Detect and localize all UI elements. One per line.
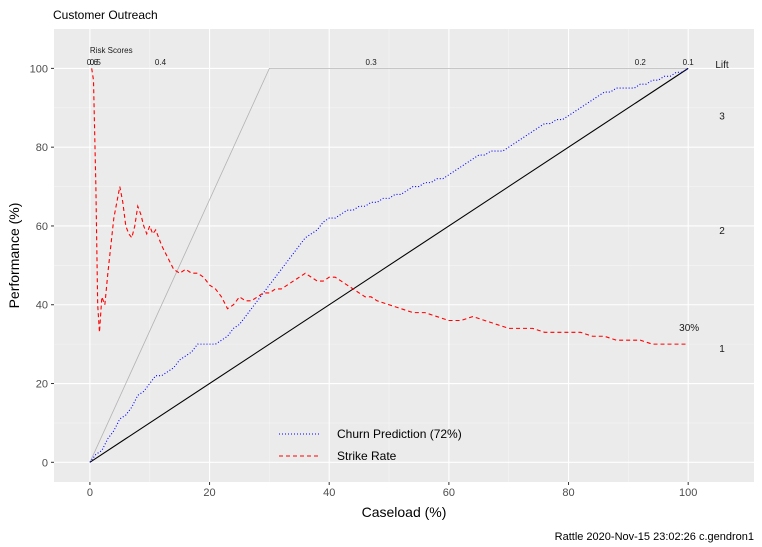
series-lines	[89, 67, 689, 463]
risk-scores-title: Risk Scores	[90, 46, 133, 55]
axes: 0 20 40 60 80 100 0 20 40 60 80 100	[30, 63, 698, 499]
x-tick-label-40: 40	[323, 487, 335, 499]
risk-score-label-5: 0.1	[683, 58, 695, 67]
y-tick-label-60: 60	[36, 221, 48, 233]
caption: Rattle 2020-Nov-15 23:02:26 c.gendron1	[555, 531, 754, 543]
lift-tick-label-2: 1	[719, 344, 725, 355]
series-line-0	[89, 67, 689, 463]
legend: Churn Prediction (72%) Strike Rate	[279, 427, 462, 463]
x-tick-label-80: 80	[562, 487, 574, 499]
legend-label-1: Strike Rate	[337, 449, 397, 463]
series-line-1	[91, 68, 689, 345]
reference-lines	[89, 67, 689, 463]
lift-tick-label-1: 2	[719, 226, 725, 237]
x-axis-title: Caseload (%)	[362, 504, 447, 520]
lift-axis-title: Lift	[715, 60, 729, 71]
risk-score-label-4: 0.2	[635, 58, 647, 67]
y-tick-label-20: 20	[36, 379, 48, 391]
lift-tick-label-0: 3	[719, 112, 725, 123]
risk-score-label-0: 0.6	[87, 58, 99, 67]
x-tick-label-60: 60	[443, 487, 455, 499]
risk-score-label-3: 0.3	[366, 58, 378, 67]
series-line-2	[89, 67, 689, 463]
x-tick-label-0: 0	[87, 487, 93, 499]
y-tick-label-40: 40	[36, 300, 48, 312]
y-axis-title: Performance (%)	[6, 203, 22, 309]
x-tick-label-20: 20	[203, 487, 215, 499]
annotations: Risk Scores 0.60.5 0.4 0.3 0.2 0.1 Lift 3 2 1 30%	[87, 46, 729, 355]
y-tick-label-100: 100	[30, 63, 48, 75]
y-tick-label-0: 0	[42, 457, 48, 469]
y-tick-label-80: 80	[36, 142, 48, 154]
legend-label-0: Churn Prediction (72%)	[337, 427, 462, 441]
risk-score-label-2: 0.4	[155, 58, 167, 67]
series-line-3	[89, 67, 689, 463]
chart-title: Customer Outreach	[53, 8, 158, 22]
x-tick-label-100: 100	[679, 487, 697, 499]
risk-score-label-1: 0.5	[90, 58, 102, 67]
strike-rate-annotation: 30%	[679, 323, 699, 334]
